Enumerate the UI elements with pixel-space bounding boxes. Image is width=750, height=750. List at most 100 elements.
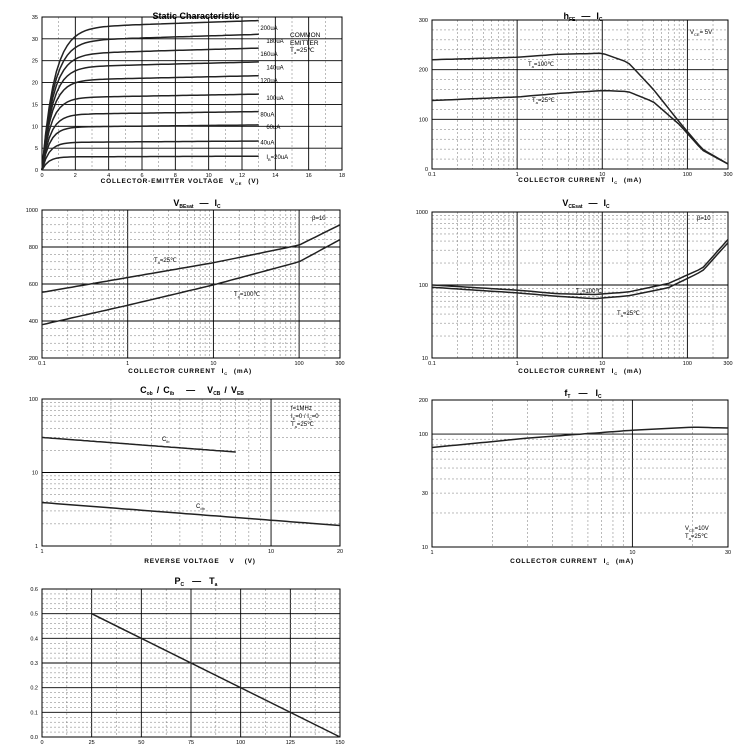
c1-ytick-label: 15 [32, 102, 38, 108]
c3-ytick-label: 800 [29, 245, 38, 251]
chart6-xlabel: COLLECTOR CURRENT IC (mA) [510, 558, 634, 566]
c2-ytick-label: 100 [419, 117, 428, 123]
c3-xtick-label: 10 [210, 361, 216, 367]
c5-ytick-label: 10 [32, 471, 38, 477]
c5-ytick-label: 100 [29, 397, 38, 403]
c1-curve-7 [41, 124, 259, 171]
c3-curve-1 [41, 238, 341, 326]
chart5-title: Cob / Cib — VCB / VEB [140, 385, 244, 397]
c1-xtick-label: 4 [107, 173, 110, 179]
c1-curve-0 [41, 19, 259, 171]
c1-curve-6 [41, 110, 259, 171]
c1-curve-8 [41, 140, 259, 171]
c3-xtick-label: 0.1 [38, 361, 46, 367]
chart-static-characteristic: Static Characteristic 0 2 4 6 8 10 12 14 16 18 0 5… [32, 11, 345, 186]
c4-curve-1 [431, 242, 729, 300]
c1-curve-label-7: 60uA [266, 125, 280, 131]
c1-curve-9 [41, 155, 259, 171]
c1-curve-label-0: 200uA [260, 26, 277, 32]
c6-ytick-label: 200 [419, 398, 428, 404]
c3-xtick-label: 100 [295, 361, 304, 367]
c3-xtick-label: 1 [126, 361, 129, 367]
chart3-series-label-100c: Ta=100℃ [234, 292, 260, 299]
c1-ytick-label: 30 [32, 37, 38, 43]
c1-xtick-label: 14 [272, 173, 278, 179]
c4-curve-0 [431, 239, 729, 296]
c6-xtick-label: 30 [725, 550, 731, 556]
c3-ytick-label: 400 [29, 319, 38, 325]
c4-ytick-label: 10 [422, 356, 428, 362]
c1-xtick-label: 16 [306, 173, 312, 179]
c7-xtick-label: 25 [89, 740, 95, 746]
chart3-annotation-beta: β=10 [312, 216, 326, 222]
chart2-frame [431, 19, 729, 170]
c2-xtick-label: 100 [683, 172, 692, 178]
c1-xtick-label: 6 [140, 173, 143, 179]
chart1-title: Static Characteristic [152, 11, 239, 21]
c1-ytick-label: 35 [32, 15, 38, 21]
c1-curve-5 [41, 93, 259, 171]
c7-ytick-label: 0.3 [30, 661, 38, 667]
c1-curve-label-5: 100uA [266, 96, 283, 102]
c1-curve-3 [41, 61, 259, 171]
c7-xtick-label: 0 [40, 740, 43, 746]
c3-ytick-label: 600 [29, 282, 38, 288]
c1-xtick-label: 8 [174, 173, 177, 179]
c1-ytick-label: 25 [32, 59, 38, 65]
chart6-annotation-temp: Ta=25℃ [685, 534, 708, 541]
chart2-xlabel: COLLECTOR CURRENT IC (mA) [518, 177, 642, 185]
chart-vcesat-vs-ic: VCEsat — IC 0.1 1 10 100 300 10 100 1000 β=10 Ta… [416, 198, 733, 376]
c4-ytick-label: 1000 [416, 210, 428, 216]
c3-xtick-label: 300 [335, 361, 344, 367]
c7-curve-0 [91, 613, 341, 738]
c2-xtick-label: 0.1 [428, 172, 436, 178]
chart2-annotation-vce: VCE= 5V [690, 30, 712, 37]
chart5-series-label-cob: Cob [196, 504, 206, 511]
c2-curve-1 [431, 89, 729, 165]
chart1-frame [41, 16, 343, 171]
chart4-xlabel: COLLECTOR CURRENT IC (mA) [518, 368, 642, 376]
chart7-title: PC — Ta [175, 576, 218, 588]
c5-xtick-label: 20 [337, 549, 343, 555]
c3-ytick-label: 1000 [26, 208, 38, 214]
c3-curve-0 [41, 224, 341, 294]
c5-xtick-label: 10 [268, 549, 274, 555]
c2-xtick-label: 1 [516, 172, 519, 178]
chart5-xlabel: REVERSE VOLTAGE V (V) [144, 558, 256, 565]
chart-vbesat-vs-ic: VBEsat — IC 0.1 1 10 100 300 2004006008001000 … [26, 198, 345, 376]
c1-curve-2 [41, 47, 259, 171]
chart5-frame [41, 398, 341, 547]
chart3-frame [41, 209, 341, 359]
c4-xtick-label: 1 [516, 361, 519, 367]
c7-xtick-label: 125 [286, 740, 295, 746]
c2-xtick-label: 300 [723, 172, 732, 178]
c1-xtick-label: 12 [239, 173, 245, 179]
c1-ytick-label: 5 [35, 146, 38, 152]
c1-curve-1 [41, 33, 259, 171]
c1-curve-label-6: 80uA [260, 112, 274, 118]
c1-curve-label-1: 180uA [266, 39, 283, 45]
c7-ytick-label: 0.4 [30, 636, 38, 642]
c4-ytick-label: 100 [419, 283, 428, 289]
c1-xtick-label: 18 [339, 173, 345, 179]
c7-xtick-label: 150 [335, 740, 344, 746]
c7-xtick-label: 50 [138, 740, 144, 746]
c1-ytick-label: 0 [35, 168, 38, 174]
chart2-series-label-100c: Ta=100℃ [528, 62, 554, 69]
c1-xtick-label: 10 [206, 173, 212, 179]
c6-ytick-label: 30 [422, 491, 428, 497]
c1-xtick-label: 2 [74, 173, 77, 179]
chart5-annotation-freq: f=1MHz [291, 406, 312, 412]
c5-ytick-label: 1 [35, 544, 38, 550]
c7-ytick-label: 0.2 [30, 686, 38, 692]
c2-ytick-label: 0 [425, 167, 428, 173]
c2-ytick-label: 300 [419, 18, 428, 24]
c7-xtick-label: 100 [236, 740, 245, 746]
chart3-xlabel: COLLECTOR CURRENT IC (mA) [128, 368, 252, 376]
chart4-series-label-25c: Ta=25℃ [617, 311, 640, 318]
chart2-series-label-25c: Ta=25℃ [532, 98, 555, 105]
chart7-frame [41, 588, 341, 738]
c1-curve-label-4: 120uA [260, 78, 277, 84]
